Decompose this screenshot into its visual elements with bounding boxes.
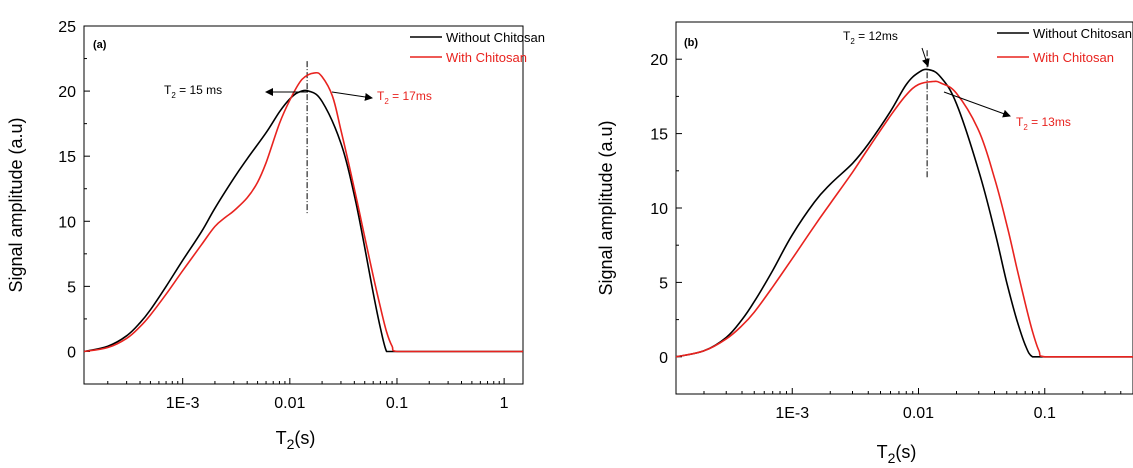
y-axis-label: Signal amplitude (a.u)	[596, 120, 616, 295]
series-line-without-chitosan	[83, 89, 523, 353]
y-axis-label: Signal amplitude (a.u)	[6, 117, 26, 292]
annotation-t2: T2 = 13ms	[1016, 115, 1071, 132]
annotation-t2: T2 = 15 ms	[164, 83, 222, 100]
y-tick-label: 20	[650, 52, 668, 69]
y-tick-label: 5	[67, 279, 76, 296]
legend-label: With Chitosan	[446, 50, 527, 65]
legend-label: With Chitosan	[1033, 50, 1114, 65]
annotation-arrow	[943, 91, 1011, 118]
series-line-without-chitosan	[675, 68, 1133, 358]
plot-frame	[83, 25, 524, 385]
panel-label: (a)	[93, 39, 107, 51]
legend-label: Without Chitosan	[446, 30, 545, 45]
y-tick-label: 25	[58, 19, 76, 36]
y-tick-label: 10	[650, 201, 668, 218]
x-axis-label: T2(s)	[276, 428, 316, 452]
y-tick-label: 15	[58, 149, 76, 166]
legend-label: Without Chitosan	[1033, 26, 1132, 41]
annotation-t2: T2 = 12ms	[843, 29, 898, 46]
y-tick-label: 0	[659, 350, 668, 367]
panel-label: (b)	[684, 37, 698, 49]
x-tick-label: 1	[500, 395, 509, 412]
x-tick-label: 0.01	[274, 395, 305, 412]
y-tick-label: 0	[67, 344, 76, 361]
y-tick-label: 15	[650, 127, 668, 144]
x-tick-label: 1E-3	[166, 395, 200, 412]
x-axis-label: T2(s)	[877, 442, 917, 466]
chart-panel-b: 0 5 10 15 20 1E-3 0.01 0.1 Signal amplitude (a.u…	[596, 21, 1133, 466]
series-line-with-chitosan	[675, 80, 1133, 358]
x-tick-label: 0.1	[1034, 405, 1056, 422]
y-tick-label: 20	[58, 84, 76, 101]
x-tick-label: 0.01	[903, 405, 934, 422]
y-tick-label: 10	[58, 214, 76, 231]
chart-panel-a: 0 5 10 15 20 25 1E-3 0.01 0.1 1 Signal amplitude (…	[6, 19, 545, 452]
annotation-t2: T2 = 17ms	[377, 89, 432, 106]
annotation-arrow	[331, 91, 373, 101]
annotation-arrow	[921, 47, 930, 67]
series-line-with-chitosan	[83, 71, 523, 353]
x-tick-label: 0.1	[386, 395, 408, 412]
y-tick-label: 5	[659, 275, 668, 292]
x-tick-label: 1E-3	[775, 405, 809, 422]
plot-frame	[675, 21, 1133, 395]
